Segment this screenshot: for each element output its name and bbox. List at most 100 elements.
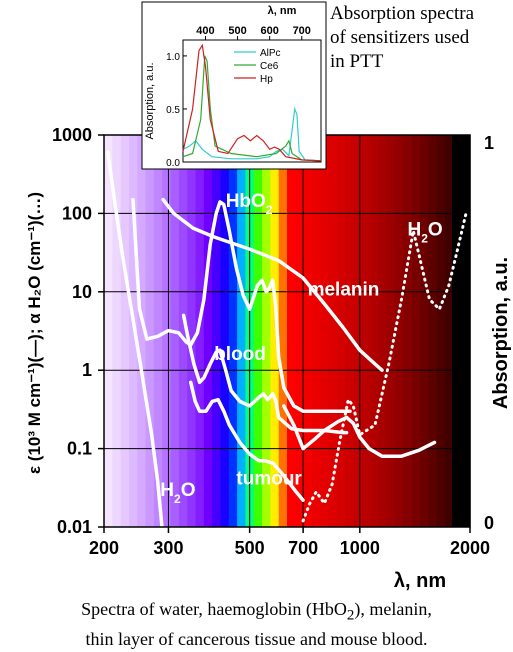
inset-y-tick-label: 0.5 <box>166 105 180 116</box>
x-tick-label: 1000 <box>340 538 380 558</box>
spectrum-band <box>287 135 296 527</box>
series-line-blood_ir <box>282 404 437 458</box>
inset-series-line <box>182 106 322 162</box>
spectrum-band <box>220 135 230 527</box>
inset-y-tick-label: 0.0 <box>166 158 180 169</box>
y-tick-label: 1000 <box>52 125 92 145</box>
spectrum-band <box>320 135 330 527</box>
y-tick-label: 0.1 <box>67 439 92 459</box>
spectrum-band <box>145 135 155 527</box>
spectrum-band <box>228 135 238 527</box>
subscript: 2 <box>266 203 273 217</box>
spectrum-band <box>112 135 122 527</box>
inset-legend-label: AlPc <box>260 48 281 59</box>
spectrum-band <box>295 135 305 527</box>
y-tick-label: 10 <box>72 282 92 302</box>
spectrum-band <box>203 135 213 527</box>
spectrum-band <box>270 135 280 527</box>
spectrum-band <box>104 135 113 527</box>
inset-x-tick-label: 400 <box>196 25 214 37</box>
series-line-water_uv <box>106 150 164 529</box>
x-tick-label: 200 <box>89 538 119 558</box>
spectrum-band <box>120 135 130 527</box>
spectrum-band <box>436 135 446 527</box>
series-line-hbo2 <box>131 197 352 413</box>
inset-note-line: in PTT <box>330 51 384 72</box>
spectrum-band <box>378 135 388 527</box>
spectrum-band <box>395 135 405 527</box>
inset-note-line: Absorption spectra <box>330 3 475 24</box>
spectrum-band <box>237 135 247 527</box>
curve-label: melanin <box>308 279 380 300</box>
inset-series-line <box>182 55 322 162</box>
inset-y-tick-label: 1.0 <box>166 52 180 63</box>
inset-note-line: of sensitizers used <box>330 27 470 48</box>
y-axis-label-right: Absorption, a.u. <box>490 257 512 409</box>
inset-series-line <box>182 43 322 162</box>
inset-note: Absorption spectra of sensitizers used i… <box>330 2 510 74</box>
subscript: 2 <box>174 492 181 506</box>
right-tick-label: 0 <box>484 513 494 533</box>
caption-text: Spectra of water, haemoglobin (HbO <box>81 599 347 619</box>
x-axis-label: λ, nm <box>394 570 446 592</box>
x-tick-label: 500 <box>235 538 265 558</box>
spectrum-band <box>328 135 338 527</box>
spectrum-band <box>361 135 371 527</box>
series-line-tumour <box>188 380 305 502</box>
series-line-water_ir <box>301 211 468 523</box>
spectrum-band <box>386 135 396 527</box>
spectrum-band <box>311 135 321 527</box>
spectrum-band <box>336 135 346 527</box>
spectrum-band <box>411 135 421 527</box>
caption-line-2: thin layer of cancerous tissue and mouse… <box>85 628 428 649</box>
spectrum-band <box>445 135 454 527</box>
subscript: 2 <box>421 232 428 246</box>
right-tick-label: 1 <box>484 133 494 153</box>
spectrum-band <box>353 135 363 527</box>
curve-label: blood <box>214 344 266 365</box>
spectrum-band <box>345 135 355 527</box>
text-part: O <box>181 480 196 501</box>
inset-frame <box>141 1 327 170</box>
curve-label: tumour <box>236 468 302 489</box>
spectrum-band <box>370 135 380 527</box>
spectrum-band <box>253 135 263 527</box>
y-tick-label: 0.01 <box>57 517 92 537</box>
inset-x-tick-label: 700 <box>293 25 311 37</box>
spectrum-band <box>212 135 222 527</box>
spectrum-band <box>178 135 188 527</box>
y-tick-label: 1 <box>82 360 92 380</box>
curves <box>106 150 468 529</box>
inset-x-tick-label: 600 <box>260 25 278 37</box>
spectrum-band <box>195 135 205 527</box>
x-tick-label: 2000 <box>450 538 490 558</box>
spectrum-background <box>104 135 471 527</box>
y-tick-label: 100 <box>62 203 92 223</box>
inset-chart: 400 500 600 700 λ, nm 0.0 0.5 1.0 Absorption, a.… <box>141 1 327 170</box>
series-line-melanin <box>161 197 384 372</box>
inset-x-axis-label: λ, nm <box>268 5 297 17</box>
spectrum-band <box>420 135 430 527</box>
inset-x-tick-label: 500 <box>228 25 246 37</box>
spectrum-band <box>278 135 288 527</box>
spectrum-band <box>428 135 438 527</box>
spectrum-band <box>262 135 271 527</box>
inset-y-axis-label: Absorption, a.u. <box>144 62 156 139</box>
spectrum-band <box>187 135 197 527</box>
spectrum-band <box>452 135 470 527</box>
spectrum-band <box>403 135 413 527</box>
inset-plot-frame <box>182 39 322 163</box>
spectrum-band <box>303 135 313 527</box>
spectrum-band <box>153 135 163 527</box>
x-tick-label: 700 <box>288 538 318 558</box>
spectrum-band <box>137 135 147 527</box>
caption-line-1: Spectra of water, haemoglobin (HbO2), me… <box>0 598 513 628</box>
caption-subscript: 2 <box>346 607 355 624</box>
text-part: O <box>428 220 443 241</box>
caption-text: ), melanin, <box>354 599 432 619</box>
y-axis-label-left: ε (10³ M cm⁻¹)(—); α H₂O (cm⁻¹)(…) <box>25 192 44 474</box>
